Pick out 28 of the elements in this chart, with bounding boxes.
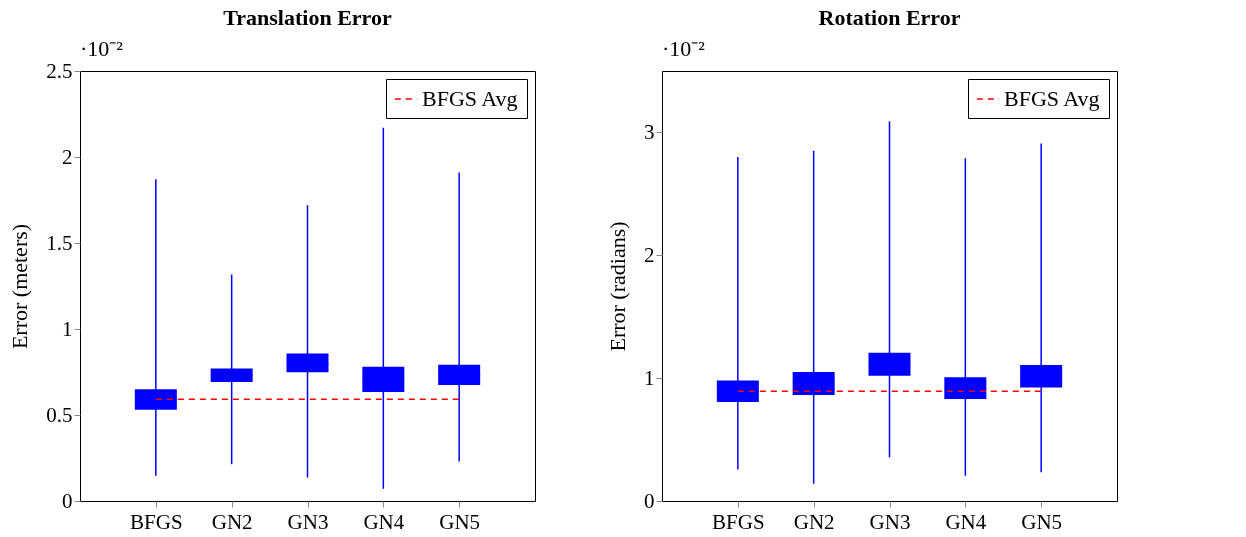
chart-title: Rotation Error [818,5,961,30]
x-tick-label: GN3 [287,509,329,534]
y-tick-label: 3 [644,119,655,144]
y-tick-label: 1.5 [46,230,73,255]
y-tick-label: 2 [62,144,73,169]
text: ·10⁻² [662,36,706,61]
y-tick-label: 2 [644,242,655,267]
x-tick-label: GN4 [363,509,405,534]
chart-title: Translation Error [223,5,392,30]
legend-label: BFGS Avg [1004,86,1100,111]
legend-label: BFGS Avg [422,86,518,111]
y-tick-label: 0 [644,488,655,513]
x-tick-label: BFGS [130,509,183,534]
x-tick-label: GN4 [945,509,987,534]
x-tick-label: GN2 [793,509,835,534]
y-tick-label: 1 [644,365,655,390]
y-axis-title: Error (meters) [7,223,33,350]
y-tick-label: 1 [62,316,73,341]
text: ·10⁻² [80,36,124,61]
y-axis-title: Error (radians) [605,221,630,352]
x-tick-label: BFGS [712,509,765,534]
x-tick-label: GN5 [439,509,481,534]
x-tick-label: GN3 [869,509,911,534]
x-tick-label: GN2 [211,509,253,534]
y-tick-label: 0 [62,488,73,513]
y-tick-label: 0.5 [46,402,73,427]
y-tick-label: 2.5 [46,58,73,83]
x-tick-label: GN5 [1021,509,1063,534]
